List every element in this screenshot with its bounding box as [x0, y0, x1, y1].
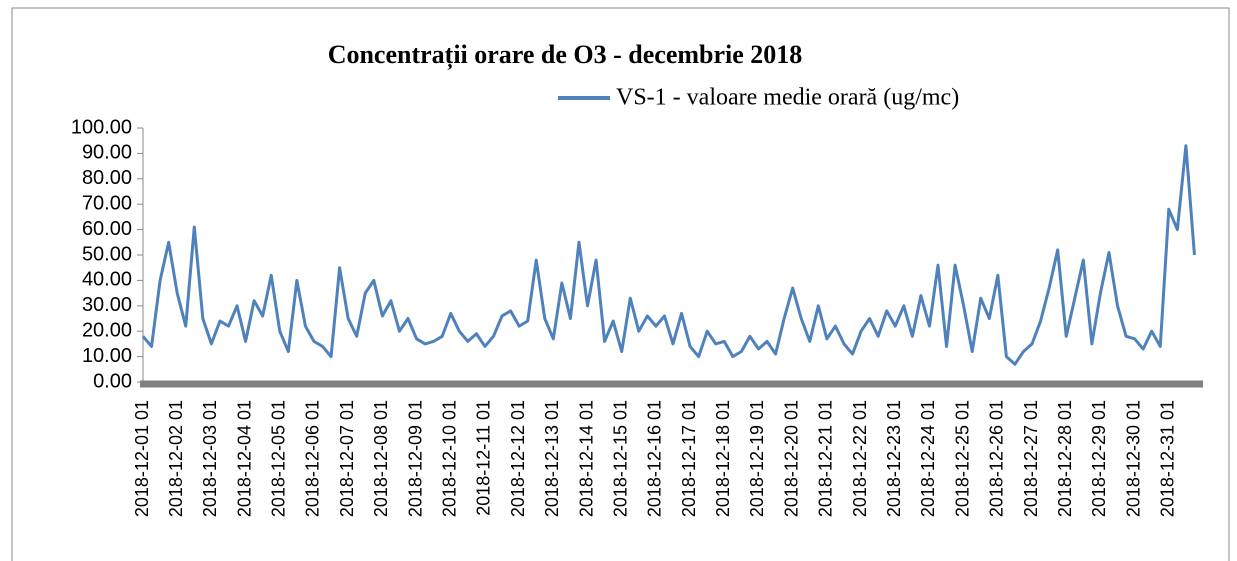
x-tick-label: 2018-12-29 01	[1089, 400, 1109, 517]
chart-frame	[11, 7, 1230, 561]
x-tick-label: 2018-12-05 01	[269, 400, 289, 517]
y-tick-label: 80.00	[82, 167, 132, 189]
x-tick-label: 2018-12-10 01	[439, 400, 459, 517]
x-tick-label: 2018-12-31 01	[1158, 400, 1178, 517]
x-tick-label: 2018-12-30 01	[1123, 400, 1143, 517]
y-tick-label: 40.00	[82, 269, 132, 291]
legend-label: VS-1 - valoare medie orară (ug/mc)	[616, 85, 959, 111]
x-tick-label: 2018-12-01 01	[132, 400, 152, 517]
x-tick-label: 2018-12-13 01	[542, 400, 562, 517]
x-tick-label: 2018-12-16 01	[645, 400, 665, 517]
x-tick-label: 2018-12-18 01	[713, 400, 733, 517]
x-tick-label: 2018-12-24 01	[918, 400, 938, 517]
y-tick-label: 0.00	[93, 370, 132, 392]
x-tick-label: 2018-12-03 01	[200, 400, 220, 517]
x-tick-label: 2018-12-28 01	[1055, 400, 1075, 517]
x-tick-label: 2018-12-11 01	[474, 400, 494, 516]
y-tick-label: 20.00	[82, 319, 132, 341]
y-tick-label: 30.00	[82, 294, 132, 316]
x-tick-label: 2018-12-22 01	[850, 400, 870, 517]
legend: VS-1 - valoare medie orară (ug/mc)	[558, 85, 959, 111]
x-tick-label: 2018-12-12 01	[508, 400, 528, 517]
y-tick-label: 50.00	[82, 243, 132, 265]
x-tick-label: 2018-12-23 01	[884, 400, 904, 517]
x-tick-label: 2018-12-09 01	[405, 400, 425, 517]
x-tick-label: 2018-12-14 01	[576, 400, 596, 517]
y-tick-label: 90.00	[82, 142, 132, 164]
x-tick-label: 2018-12-19 01	[747, 400, 767, 517]
x-tick-label: 2018-12-20 01	[781, 400, 801, 517]
x-tick-label: 2018-12-17 01	[679, 400, 699, 517]
data-line	[141, 144, 1196, 366]
x-tick-label: 2018-12-08 01	[371, 400, 391, 517]
x-tick-label: 2018-12-26 01	[987, 400, 1007, 517]
chart-title: Concentrații orare de O3 - decembrie 201…	[328, 40, 803, 70]
x-tick-label: 2018-12-04 01	[234, 400, 254, 517]
y-tick-label: 60.00	[82, 218, 132, 240]
x-tick-label: 2018-12-02 01	[166, 400, 186, 517]
x-tick-label: 2018-12-27 01	[1021, 400, 1041, 517]
x-tick-label: 2018-12-25 01	[952, 400, 972, 517]
x-tick-label: 2018-12-07 01	[337, 400, 357, 517]
y-tick-label: 10.00	[82, 345, 132, 367]
x-tick-label: 2018-12-06 01	[303, 400, 323, 517]
y-tick-label: 70.00	[82, 192, 132, 214]
x-tick-label: 2018-12-15 01	[610, 400, 630, 517]
x-tick-label: 2018-12-21 01	[816, 400, 836, 517]
y-tick-label: 100.00	[71, 116, 132, 138]
